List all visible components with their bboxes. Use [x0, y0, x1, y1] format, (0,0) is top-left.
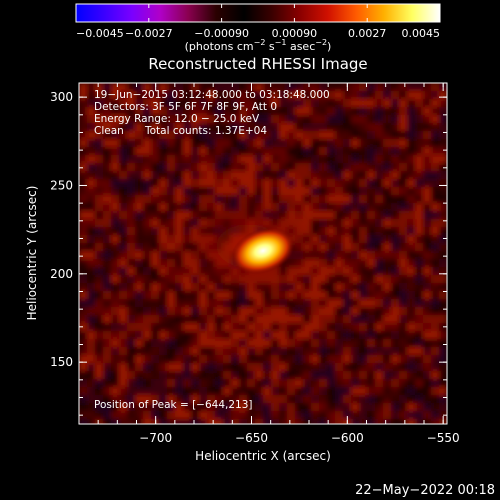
annotation-total-counts: Total counts: 1.37E+04 [144, 125, 267, 137]
colorbar-tick-label: −0.00090 [194, 27, 249, 40]
peak-source [231, 227, 295, 275]
colorbar-bar [75, 3, 441, 23]
annotation-detectors: Detectors: 3F 5F 6F 7F 8F 9F, Att 0 [94, 101, 277, 113]
y-tick-label: 200 [50, 267, 73, 281]
y-tick-label: 250 [50, 178, 73, 192]
annotation-clean: Clean [94, 125, 124, 137]
y-axis-label: Heliocentric Y (arcsec) [25, 186, 39, 321]
chart-title: Reconstructed RHESSI Image [148, 55, 367, 73]
x-axis: −700 −650 −600 −550 [78, 83, 460, 445]
x-axis-label: Heliocentric X (arcsec) [195, 449, 331, 463]
x-tick-label: −650 [235, 431, 268, 445]
colorbar-tick-label: 0.00090 [272, 27, 318, 40]
heatmap-image [79, 83, 447, 424]
colorbar-ticks: −0.0045 −0.0027 −0.00090 0.00090 0.0027 0.004… [75, 4, 441, 40]
plot-frame [78, 82, 448, 425]
footer-date: 22−May−2022 00:18 [355, 483, 495, 498]
x-tick-label: −600 [331, 431, 364, 445]
y-axis: 150 200 250 300 [50, 90, 447, 416]
annotation-energy-range: Energy Range: 12.0 − 25.0 keV [94, 113, 260, 125]
colorbar: −0.0045 −0.0027 −0.00090 0.00090 0.0027 0.004… [75, 3, 441, 53]
x-tick-label: −550 [427, 431, 460, 445]
colorbar-tick-label: −0.0027 [125, 27, 173, 40]
y-tick-label: 300 [50, 90, 73, 104]
colorbar-tick-label: 0.0027 [348, 27, 387, 40]
annotation-time-range: 19−Jun−2015 03:12:48.000 to 03:18:48.000 [94, 89, 330, 101]
colorbar-tick-label: 0.0045 [402, 27, 441, 40]
colorbar-tick-label: −0.0045 [76, 27, 124, 40]
y-tick-label: 150 [50, 355, 73, 369]
image-annotations: 19−Jun−2015 03:12:48.000 to 03:18:48.000… [94, 89, 330, 411]
annotation-peak-position: Position of Peak = [−644,213] [94, 399, 253, 411]
x-tick-label: −700 [139, 431, 172, 445]
colorbar-units: (photons cm−2 s−1 asec−2) [185, 38, 332, 53]
